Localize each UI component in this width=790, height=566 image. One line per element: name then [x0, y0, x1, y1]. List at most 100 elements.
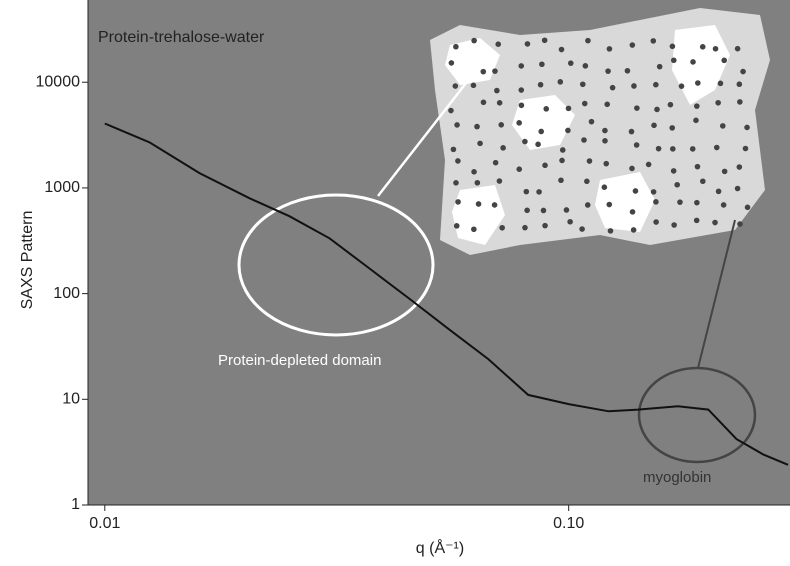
dot — [605, 68, 611, 74]
dot — [541, 37, 548, 44]
dot — [669, 125, 676, 131]
dot — [655, 145, 662, 152]
dot — [455, 158, 461, 164]
dot — [452, 83, 459, 89]
dot — [542, 222, 548, 229]
dot — [720, 202, 727, 208]
dot — [453, 180, 459, 186]
dot — [448, 107, 454, 114]
dot — [565, 105, 572, 112]
dot — [499, 224, 505, 231]
dot — [699, 44, 706, 50]
chart-title: Protein-trehalose-water — [98, 29, 265, 46]
dot — [586, 158, 593, 164]
dot — [624, 67, 631, 74]
dot — [629, 165, 635, 172]
dot — [667, 101, 674, 108]
dot — [631, 83, 637, 89]
y-tick-label: 10000 — [36, 73, 81, 90]
dot — [585, 37, 591, 44]
dot — [630, 227, 637, 233]
dot — [559, 147, 566, 153]
dot — [498, 122, 505, 128]
dot — [559, 157, 565, 164]
y-tick-label: 100 — [53, 285, 80, 302]
dot — [737, 221, 743, 227]
dot — [689, 146, 696, 152]
dot — [695, 80, 701, 86]
dot — [524, 41, 531, 47]
dot — [674, 181, 680, 188]
dot — [634, 105, 640, 111]
dot — [629, 42, 636, 48]
dot — [671, 222, 677, 228]
illustration — [237, 8, 770, 464]
dot — [518, 87, 525, 93]
dot — [542, 162, 548, 169]
annotation: myoglobin — [643, 469, 711, 486]
dot — [524, 207, 530, 214]
x-axis-label: q (Å⁻¹) — [416, 538, 464, 557]
dot — [721, 168, 728, 175]
dot — [453, 43, 459, 50]
dot — [543, 106, 550, 112]
dot — [477, 140, 483, 147]
connector — [697, 219, 736, 369]
dot — [496, 178, 503, 184]
dot — [606, 46, 613, 52]
dot — [581, 100, 588, 107]
dot — [742, 145, 749, 152]
dot — [475, 201, 482, 207]
dot — [712, 219, 718, 226]
dot — [474, 123, 480, 130]
data-line — [104, 122, 789, 466]
dot — [480, 99, 487, 106]
dot — [609, 84, 616, 91]
dot — [669, 43, 676, 50]
dot — [582, 63, 589, 69]
dot — [450, 146, 457, 153]
dot — [581, 137, 587, 143]
dot — [603, 160, 610, 167]
x-tick-label: 0.01 — [89, 515, 120, 532]
dot — [448, 60, 455, 66]
connector — [377, 77, 471, 197]
dot — [629, 209, 636, 215]
dot — [471, 169, 477, 175]
dot — [645, 161, 652, 168]
dot — [579, 81, 586, 88]
dot — [602, 127, 608, 134]
dot — [670, 57, 677, 64]
dot — [523, 188, 530, 195]
dot — [721, 57, 728, 64]
dot — [734, 185, 741, 192]
dot — [516, 166, 523, 172]
patch — [452, 185, 505, 245]
annotation: Protein-depleted domain — [218, 352, 381, 369]
dot — [500, 145, 506, 151]
dot — [540, 207, 547, 214]
dot — [656, 63, 663, 70]
dot — [471, 37, 477, 44]
dot — [670, 168, 677, 174]
dot — [522, 138, 528, 145]
dot — [654, 106, 660, 113]
dot — [539, 61, 545, 68]
dot — [494, 87, 500, 94]
dot — [537, 81, 544, 88]
dot — [518, 63, 525, 69]
dot — [744, 124, 750, 131]
dot — [495, 41, 502, 48]
dot — [669, 146, 676, 152]
dot — [678, 83, 685, 89]
dot — [693, 117, 699, 124]
dot — [653, 199, 659, 205]
dot — [563, 207, 570, 213]
dot — [604, 101, 611, 108]
dot — [558, 177, 564, 184]
dot — [694, 199, 700, 206]
dot — [480, 68, 487, 75]
dot — [690, 59, 696, 65]
dot — [492, 159, 499, 166]
